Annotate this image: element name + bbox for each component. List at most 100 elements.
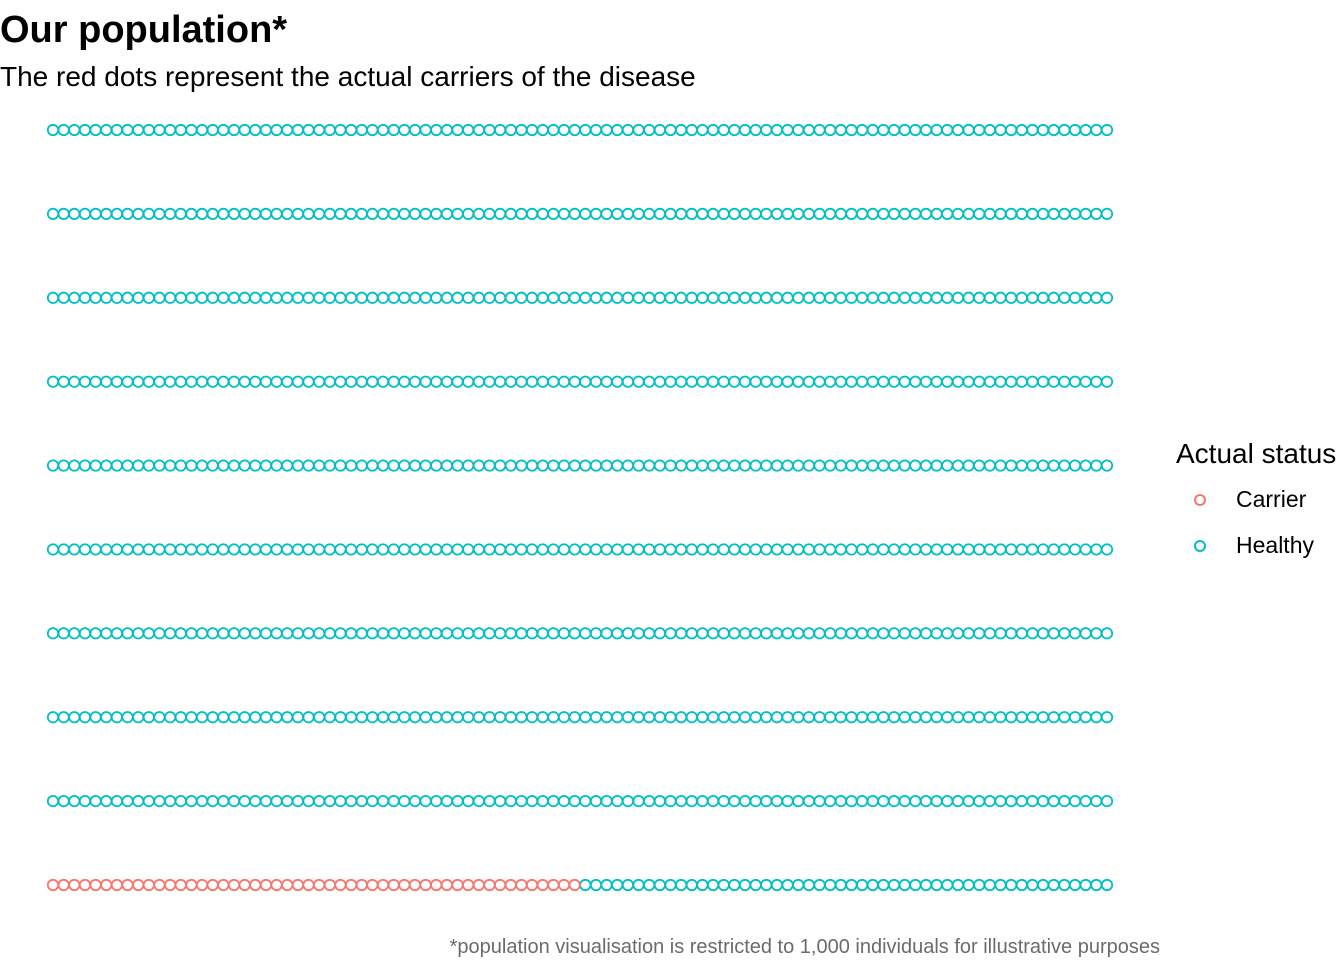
healthy-dot xyxy=(1005,795,1018,808)
healthy-dot xyxy=(664,627,677,640)
healthy-dot xyxy=(227,123,241,137)
carrier-dot xyxy=(408,878,422,892)
healthy-dot xyxy=(1068,795,1082,808)
healthy-dot xyxy=(281,459,294,472)
healthy-dot xyxy=(834,795,847,808)
healthy-dot xyxy=(611,543,624,556)
legend-title: Actual status xyxy=(1176,438,1337,469)
healthy-dot xyxy=(887,878,901,892)
healthy-dot xyxy=(973,207,986,220)
healthy-dot xyxy=(760,291,773,304)
healthy-dot xyxy=(419,207,432,220)
healthy-dot xyxy=(451,627,464,640)
healthy-dot xyxy=(57,291,70,304)
healthy-dot xyxy=(887,795,901,808)
healthy-dot xyxy=(717,459,730,472)
healthy-dot xyxy=(983,207,996,220)
healthy-dot xyxy=(1100,207,1114,220)
healthy-dot xyxy=(504,123,517,137)
healthy-dot xyxy=(249,123,262,137)
healthy-dot xyxy=(685,207,698,220)
healthy-dot xyxy=(387,711,400,724)
healthy-dot xyxy=(973,291,986,304)
healthy-dot xyxy=(983,627,996,640)
healthy-dot xyxy=(462,627,475,640)
healthy-dot xyxy=(579,795,592,808)
healthy-dot xyxy=(440,291,454,304)
healthy-dot xyxy=(994,375,1007,388)
healthy-dot xyxy=(142,795,155,808)
healthy-dot xyxy=(1100,375,1114,388)
healthy-dot xyxy=(430,375,443,388)
healthy-dot xyxy=(1015,627,1028,640)
healthy-dot xyxy=(643,795,656,808)
healthy-dot xyxy=(46,795,60,808)
healthy-dot xyxy=(621,207,635,220)
healthy-dot xyxy=(142,543,155,556)
carrier-dot xyxy=(195,878,209,892)
healthy-dot xyxy=(898,795,911,808)
healthy-dot xyxy=(291,627,304,640)
healthy-dot xyxy=(281,543,294,556)
healthy-dot xyxy=(930,375,943,388)
healthy-dot xyxy=(909,878,922,892)
healthy-dot xyxy=(100,375,113,388)
healthy-dot xyxy=(430,711,443,724)
healthy-dot xyxy=(1068,207,1082,220)
healthy-dot xyxy=(195,375,209,388)
healthy-dot xyxy=(557,123,571,137)
healthy-dot xyxy=(1079,291,1092,304)
healthy-dot xyxy=(366,711,379,724)
healthy-dot xyxy=(589,375,603,388)
carrier-dot xyxy=(302,878,315,892)
healthy-dot xyxy=(217,375,230,388)
healthy-dot xyxy=(281,627,294,640)
healthy-dot xyxy=(685,459,698,472)
healthy-dot xyxy=(611,627,624,640)
healthy-dot xyxy=(440,375,454,388)
healthy-dot xyxy=(227,711,241,724)
healthy-dot xyxy=(611,878,624,892)
healthy-dot xyxy=(153,627,166,640)
healthy-dot xyxy=(110,711,123,724)
healthy-dot xyxy=(462,291,475,304)
healthy-dot xyxy=(195,795,209,808)
healthy-dot xyxy=(100,711,113,724)
healthy-dot xyxy=(238,123,251,137)
healthy-dot xyxy=(770,123,784,137)
carrier-dot xyxy=(334,878,347,892)
carrier-dot xyxy=(387,878,400,892)
healthy-dot xyxy=(611,711,624,724)
healthy-dot xyxy=(1015,123,1028,137)
healthy-dot xyxy=(110,795,123,808)
healthy-dot xyxy=(643,291,656,304)
healthy-dot xyxy=(770,878,784,892)
healthy-dot xyxy=(323,123,336,137)
healthy-dot xyxy=(1058,207,1071,220)
healthy-dot xyxy=(568,795,581,808)
healthy-dot xyxy=(877,627,890,640)
healthy-dot xyxy=(366,375,379,388)
healthy-dot xyxy=(1068,878,1082,892)
healthy-dot xyxy=(845,459,858,472)
healthy-dot xyxy=(973,711,986,724)
carrier-dot xyxy=(142,878,155,892)
healthy-dot xyxy=(994,627,1007,640)
healthy-dot xyxy=(675,711,688,724)
healthy-dot xyxy=(877,543,890,556)
healthy-dot xyxy=(1058,123,1071,137)
healthy-dot xyxy=(1026,375,1039,388)
carrier-dot xyxy=(132,878,145,892)
healthy-dot xyxy=(781,711,794,724)
healthy-dot xyxy=(334,543,347,556)
healthy-dot xyxy=(515,291,528,304)
healthy-dot xyxy=(1090,711,1103,724)
healthy-dot xyxy=(792,459,805,472)
healthy-dot xyxy=(291,795,304,808)
healthy-dot xyxy=(302,459,315,472)
healthy-dot xyxy=(323,207,336,220)
healthy-dot xyxy=(1047,711,1060,724)
carrier-dot xyxy=(451,878,464,892)
carrier-dot xyxy=(557,878,571,892)
healthy-dot xyxy=(664,123,677,137)
